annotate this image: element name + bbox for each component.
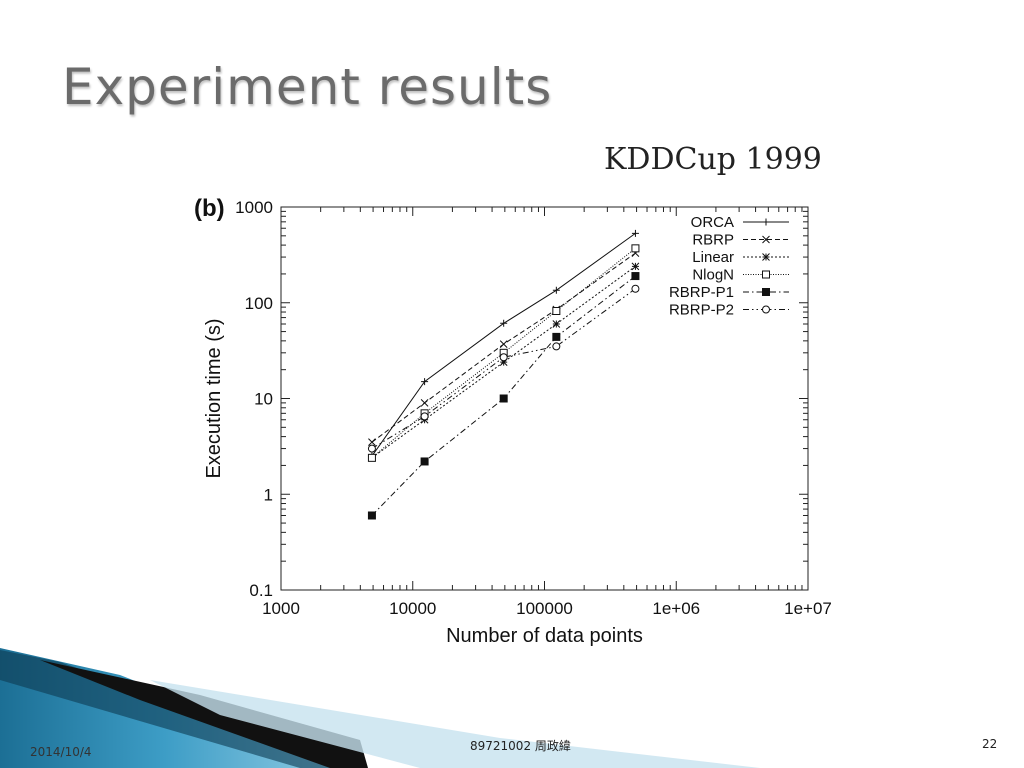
series-rbrp-p2 (367, 284, 640, 453)
x-tick-label: 1000 (262, 599, 300, 618)
plus-marker (421, 378, 429, 386)
legend-label: Linear (692, 249, 734, 266)
legend-entry: ORCA (691, 214, 789, 231)
slide-title: Experiment results (62, 58, 553, 116)
asterisk-marker (631, 262, 640, 271)
open-circle-marker (762, 305, 770, 314)
legend-entry: NlogN (692, 267, 789, 284)
series-line (371, 247, 636, 459)
dataset-title: KDDCup 1999 (604, 142, 822, 177)
open-circle-marker (499, 353, 508, 362)
open-square-marker (762, 270, 770, 279)
cross-marker (368, 438, 376, 447)
y-tick-label: 1000 (235, 198, 273, 217)
filled-square-marker (552, 332, 561, 341)
open-circle-marker (420, 412, 429, 421)
x-tick-label: 10000 (389, 599, 436, 618)
plus-marker (552, 286, 560, 294)
open-square-marker (552, 307, 561, 316)
footer-date: 2014/10/4 (30, 745, 92, 759)
legend-entry: RBRP-P2 (669, 302, 789, 319)
cross-marker (499, 340, 508, 348)
x-tick-label: 100000 (516, 599, 573, 618)
x-tick-label: 1e+07 (784, 599, 832, 618)
cross-marker (762, 235, 770, 244)
series-rbrp-p1 (367, 272, 640, 520)
plus-marker (631, 229, 639, 237)
filled-square-marker (762, 288, 770, 296)
legend-label: RBRP (692, 232, 734, 249)
decorative-footer-band (0, 648, 760, 768)
legend-label: RBRP-P2 (669, 302, 734, 319)
panel-label: (b) (194, 195, 225, 222)
series-line (371, 288, 636, 450)
footer-author: 89721002 周政緯 (470, 739, 571, 753)
legend-label: NlogN (692, 267, 734, 284)
legend-entry: Linear (692, 249, 789, 266)
series-line (371, 252, 636, 443)
asterisk-marker (762, 253, 770, 261)
open-square-marker (367, 453, 376, 462)
plus-marker (500, 319, 508, 327)
x-tick-label: 1e+06 (652, 599, 700, 618)
filled-square-marker (420, 457, 429, 466)
asterisk-marker (499, 358, 508, 366)
series-rbrp (368, 249, 640, 447)
filled-square-marker (631, 272, 640, 281)
execution-time-chart: 1000 10000 100000 1e+06 1e+07 0.1 1 10 100 1000 Nu… (194, 195, 832, 647)
legend-label: RBRP-P1 (669, 284, 734, 301)
y-axis-label: Execution time (s) (203, 318, 225, 478)
legend-entry: RBRP-P1 (669, 284, 789, 301)
cross-marker (420, 399, 429, 407)
open-circle-marker (631, 284, 640, 293)
filled-square-marker (499, 394, 508, 403)
legend-label: ORCA (691, 214, 734, 231)
open-circle-marker (367, 444, 376, 453)
plus-marker (762, 218, 770, 226)
y-tick-label: 100 (245, 294, 273, 313)
open-circle-marker (552, 342, 561, 351)
y-tick-label: 0.1 (249, 581, 273, 600)
y-tick-label: 1 (264, 485, 273, 504)
legend-entry: RBRP (692, 232, 789, 249)
series-line (371, 265, 636, 459)
filled-square-marker (367, 511, 376, 520)
page-number: 22 (982, 737, 998, 751)
y-tick-label: 10 (254, 390, 273, 409)
series-nlogn (367, 244, 640, 462)
asterisk-marker (552, 320, 561, 328)
x-axis-label: Number of data points (446, 625, 643, 647)
series-linear (368, 262, 640, 462)
open-square-marker (631, 244, 640, 253)
